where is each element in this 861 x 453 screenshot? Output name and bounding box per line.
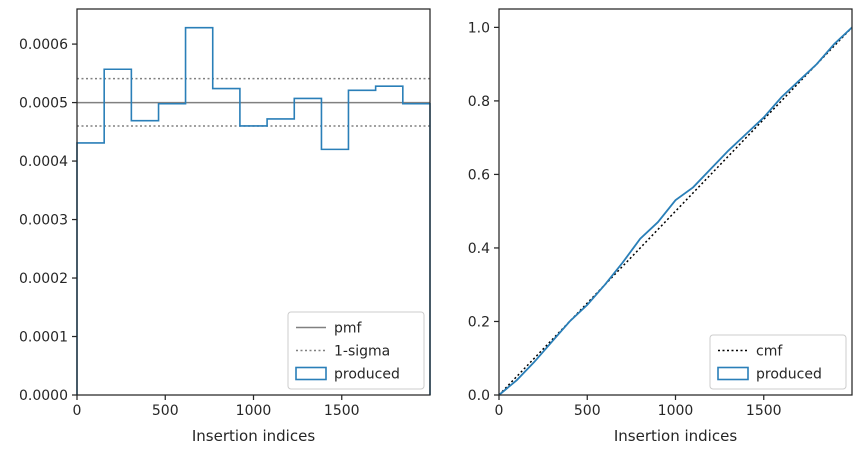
series-line-produced [498, 26, 853, 396]
x-tick-label: 500 [574, 403, 601, 419]
histogram-produced-step [76, 26, 431, 395]
x-axis-title: Insertion indices [192, 427, 315, 445]
legend-box [709, 334, 847, 390]
legend-swatch-produced [717, 366, 749, 381]
chart-pmf-histogram: 0 500 1000 1500 0.0000 0.0001 0.0002 0.0003 0.00… [19, 8, 431, 445]
y-tick-label: 0.0002 [19, 271, 68, 287]
x-axis-title: Insertion indices [614, 427, 737, 445]
y-tick-label: 0.2 [468, 314, 490, 330]
legend-label-cmf: cmf [756, 344, 783, 360]
legend-label-pmf: pmf [334, 321, 363, 337]
legend: pmf 1-sigma produced [287, 311, 425, 390]
legend-box [287, 311, 425, 390]
x-tick-label: 1500 [746, 403, 782, 419]
x-tick-label: 500 [152, 403, 179, 419]
x-tick-label: 0 [495, 403, 504, 419]
legend-label-1-sigma: 1-sigma [334, 344, 390, 360]
x-tick-label: 0 [73, 403, 82, 419]
y-tick-label: 0.4 [468, 241, 490, 257]
y-tick-label: 0.0006 [19, 37, 68, 53]
legend-label-produced: produced [756, 367, 822, 383]
y-tick-label: 0.0005 [19, 96, 68, 112]
chart-cmf-line: 0 500 1000 1500 0.0 0.2 0.4 0.6 0.8 1.0 Insertion … [468, 8, 853, 445]
y-tick-label: 0.6 [468, 167, 490, 183]
y-tick-label: 0.0004 [19, 154, 68, 170]
y-tick-label: 0.8 [468, 94, 490, 110]
y-tick-label: 0.0 [468, 388, 490, 404]
legend-label-produced: produced [334, 367, 400, 383]
x-tick-label: 1000 [658, 403, 694, 419]
y-tick-label: 1.0 [468, 20, 490, 36]
x-tick-label: 1000 [236, 403, 272, 419]
y-tick-label: 0.0003 [19, 213, 68, 229]
y-tick-label: 0.0001 [19, 330, 68, 346]
y-tick-label: 0.0000 [19, 388, 68, 404]
legend-swatch-produced [295, 366, 327, 381]
legend: cmf produced [709, 334, 847, 390]
series-line-cmf [498, 26, 853, 396]
x-tick-label: 1500 [324, 403, 360, 419]
